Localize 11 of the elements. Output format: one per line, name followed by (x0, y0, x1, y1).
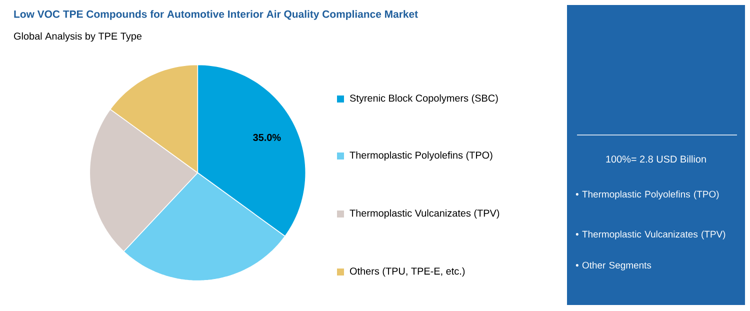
text: • Thermoplastic Polyolefins (TPO) (576, 190, 719, 200)
legend-label: Styrenic Block Copolymers (SBC) (350, 94, 498, 104)
text: • Other Segments (576, 262, 652, 270)
legend-label: Thermoplastic Polyolefins (TPO) (350, 151, 492, 161)
chart-subtitle: Global Analysis by TPE Type (14, 32, 142, 42)
text: • Thermoplastic Vulcanizates (TPV) (576, 230, 726, 240)
legend-label: Others (TPU, TPE-E, etc.) (350, 267, 465, 277)
chart-title: Low VOC TPE Compounds for Automotive Interior Air Quality Compliance Market (14, 10, 418, 20)
text: 100%= 2.8 USD Billion (606, 155, 706, 163)
legend-label: Thermoplastic Vulcanizates (TPV) (350, 209, 500, 219)
data-label: 35.0% (253, 134, 281, 141)
